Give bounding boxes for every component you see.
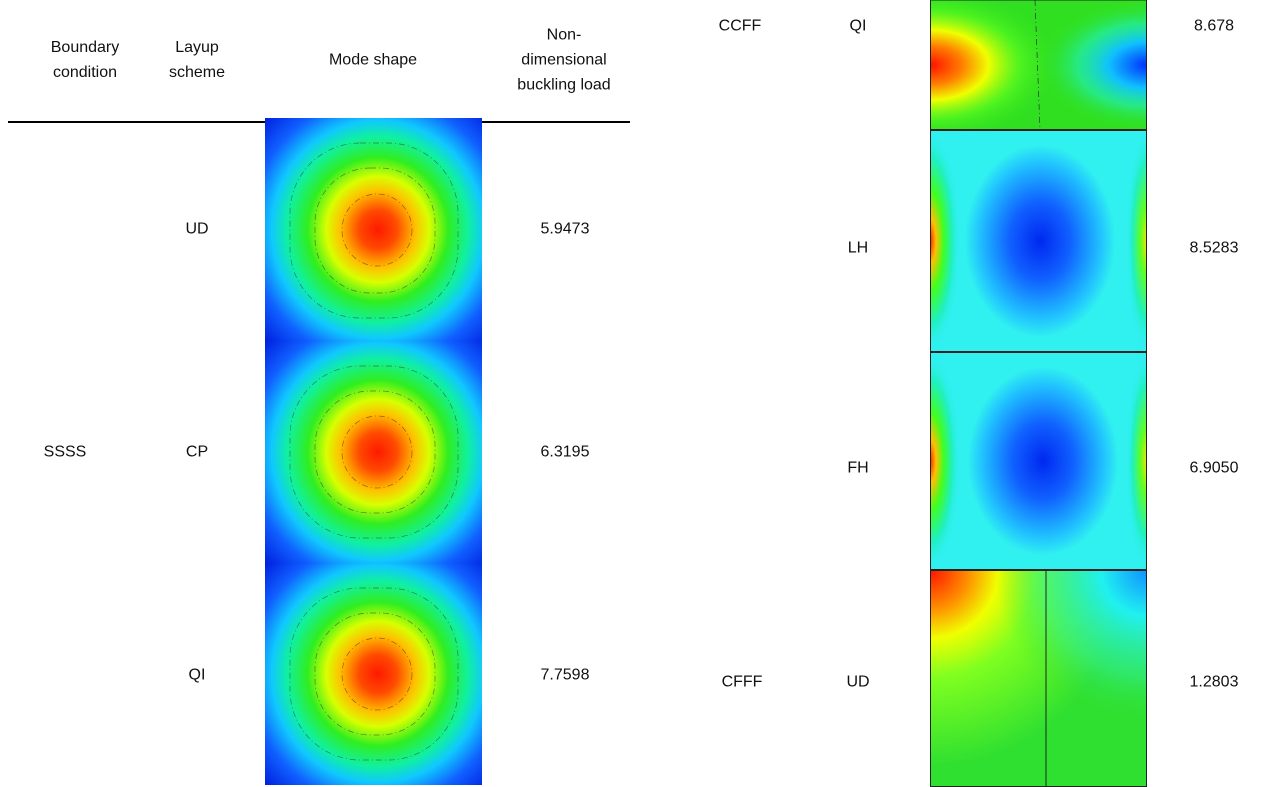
mode-shape bbox=[265, 563, 482, 785]
header-cell: Non-dimensional buckling load bbox=[517, 23, 612, 98]
layup: LH bbox=[848, 236, 868, 261]
mode-shape bbox=[930, 0, 1147, 130]
layup: QI bbox=[850, 14, 867, 39]
mode-shape bbox=[930, 570, 1147, 787]
header-cell: Boundary condition bbox=[30, 35, 140, 85]
load: 6.9050 bbox=[1190, 456, 1239, 481]
mode-shape bbox=[930, 352, 1147, 570]
boundary-condition: SSSS bbox=[44, 440, 87, 465]
page: Boundary condition Layup scheme Mode sha… bbox=[0, 0, 1264, 787]
load: 1.2803 bbox=[1190, 670, 1239, 695]
layup: QI bbox=[189, 663, 206, 688]
boundary-condition: CFFF bbox=[722, 670, 763, 695]
layup: FH bbox=[847, 456, 868, 481]
load: 8.678 bbox=[1194, 14, 1234, 39]
load: 7.7598 bbox=[541, 663, 590, 688]
mode-shape bbox=[930, 130, 1147, 352]
load: 8.5283 bbox=[1190, 236, 1239, 261]
mode-shape bbox=[265, 118, 482, 341]
layup: CP bbox=[186, 440, 208, 465]
boundary-condition: CCFF bbox=[719, 14, 762, 39]
load: 6.3195 bbox=[541, 440, 590, 465]
load: 5.9473 bbox=[541, 217, 590, 242]
header-cell: Mode shape bbox=[303, 48, 443, 73]
layup: UD bbox=[846, 670, 869, 695]
layup: UD bbox=[185, 217, 208, 242]
header-cell: Layup scheme bbox=[157, 35, 237, 85]
mode-shape bbox=[265, 341, 482, 563]
